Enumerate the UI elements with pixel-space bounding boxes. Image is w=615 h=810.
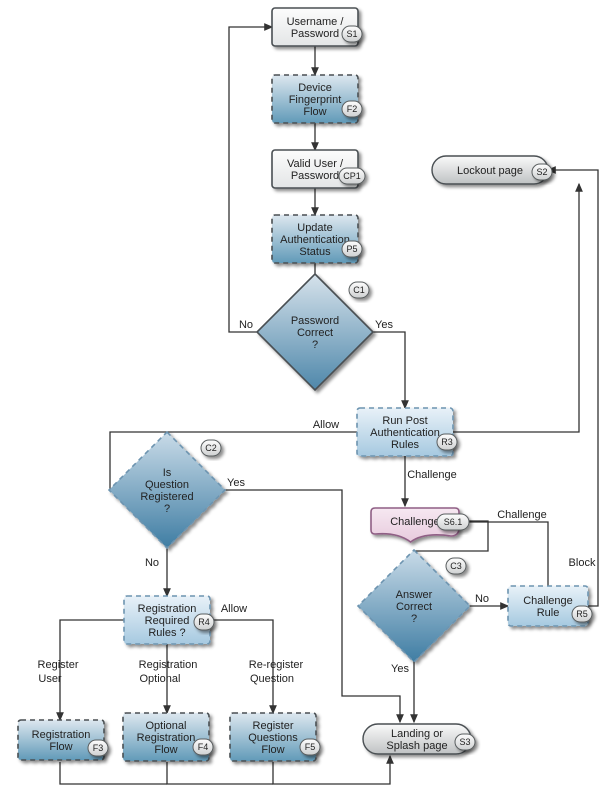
node-f3: RegistrationFlow F3 xyxy=(18,720,108,760)
svg-text:Update: Update xyxy=(297,222,332,234)
svg-text:Correct: Correct xyxy=(396,601,432,613)
node-r3: Run PostAuthenticationRules R3 xyxy=(357,408,457,456)
svg-text:Device: Device xyxy=(298,82,332,94)
edge-label: Question xyxy=(250,673,294,685)
node-c1: PasswordCorrect? C1 xyxy=(257,274,373,390)
edge-label: Re-register xyxy=(249,659,304,671)
svg-text:Flow: Flow xyxy=(154,744,177,756)
edge-label: No xyxy=(145,557,159,569)
svg-text:?: ? xyxy=(164,503,170,515)
svg-text:Is: Is xyxy=(163,467,172,479)
svg-text:Question: Question xyxy=(145,479,189,491)
svg-text:Splash page: Splash page xyxy=(386,740,447,752)
edge-label: Registration xyxy=(139,659,198,671)
svg-text:Rule: Rule xyxy=(537,607,560,619)
svg-text:Answer: Answer xyxy=(396,589,433,601)
edge xyxy=(548,170,598,606)
node-s61: Challenge S6.1 xyxy=(371,508,469,542)
svg-text:?: ? xyxy=(411,613,417,625)
svg-text:Fingerprint: Fingerprint xyxy=(289,94,342,106)
svg-text:Register: Register xyxy=(253,720,294,732)
edge xyxy=(167,762,273,784)
svg-text:Required: Required xyxy=(145,615,190,627)
svg-text:Correct: Correct xyxy=(297,327,333,339)
edge-label: User xyxy=(38,673,62,685)
svg-text:P5: P5 xyxy=(346,244,357,254)
svg-text:Flow: Flow xyxy=(49,741,72,753)
svg-text:Questions: Questions xyxy=(248,732,298,744)
svg-text:Flow: Flow xyxy=(303,106,326,118)
svg-text:Status: Status xyxy=(299,246,331,258)
svg-text:Lockout page: Lockout page xyxy=(457,165,523,177)
svg-text:Flow: Flow xyxy=(261,744,284,756)
nodes-layer: Username /PasswordS1DeviceFingerprintFlo… xyxy=(18,8,592,761)
edge xyxy=(453,184,579,432)
svg-text:Username /: Username / xyxy=(287,16,345,28)
node-f5: RegisterQuestionsFlow F5 xyxy=(230,713,320,761)
svg-text:C2: C2 xyxy=(205,443,217,453)
svg-text:Run Post: Run Post xyxy=(382,415,427,427)
svg-text:Optional: Optional xyxy=(146,720,187,732)
svg-text:Password: Password xyxy=(291,315,339,327)
edge xyxy=(361,332,405,408)
node-p5: UpdateAuthenticationStatus P5 xyxy=(272,215,362,263)
node-f2: DeviceFingerprintFlow F2 xyxy=(272,75,362,123)
edge-label: Yes xyxy=(391,663,409,675)
svg-text:Authentication: Authentication xyxy=(370,427,440,439)
node-r4: RegistrationRequiredRules ? R4 xyxy=(124,596,214,644)
svg-text:Landing or: Landing or xyxy=(391,728,443,740)
svg-text:F3: F3 xyxy=(93,743,104,753)
svg-text:S3: S3 xyxy=(459,737,470,747)
edge-label: Challenge xyxy=(407,469,457,481)
edge-label: Challenge xyxy=(497,509,547,521)
svg-text:R5: R5 xyxy=(576,609,588,619)
node-r5: ChallengeRule R5 xyxy=(508,586,592,626)
svg-text:Registration: Registration xyxy=(137,732,196,744)
edge xyxy=(229,27,272,332)
svg-text:Registration: Registration xyxy=(32,729,91,741)
svg-text:Challenge: Challenge xyxy=(390,516,440,528)
svg-text:Rules ?: Rules ? xyxy=(148,627,185,639)
svg-text:F5: F5 xyxy=(305,742,316,752)
svg-text:S1: S1 xyxy=(346,29,357,39)
svg-text:C3: C3 xyxy=(450,561,462,571)
edge xyxy=(60,762,167,784)
svg-text:Rules: Rules xyxy=(391,439,420,451)
svg-text:Challenge: Challenge xyxy=(523,595,573,607)
node-s3: Landing orSplash page S3 xyxy=(363,724,475,754)
node-s2: Lockout page S2 xyxy=(432,156,552,184)
svg-text:S6.1: S6.1 xyxy=(444,517,463,527)
node-s1: Username /Password S1 xyxy=(272,8,362,46)
svg-text:R4: R4 xyxy=(198,617,210,627)
svg-text:Password: Password xyxy=(291,28,339,40)
edges-layer: No Yes Allow Challenge No Challenge Block Yes Ye… xyxy=(38,27,598,784)
node-c3: AnswerCorrect? C3 xyxy=(358,550,470,662)
svg-text:S2: S2 xyxy=(536,167,547,177)
edge-label: Yes xyxy=(227,477,245,489)
edge-label: Block xyxy=(569,557,596,569)
svg-text:CP1: CP1 xyxy=(343,171,361,181)
edge-label: Yes xyxy=(375,319,393,331)
svg-text:F4: F4 xyxy=(198,742,209,752)
svg-text:Valid User /: Valid User / xyxy=(287,158,344,170)
node-f4: OptionalRegistrationFlow F4 xyxy=(123,713,213,761)
edge-label: No xyxy=(475,593,489,605)
svg-text:?: ? xyxy=(312,339,318,351)
edge xyxy=(459,522,548,586)
svg-text:Authentication: Authentication xyxy=(280,234,350,246)
edge-label: Register xyxy=(38,659,79,671)
svg-text:F2: F2 xyxy=(347,104,358,114)
edge-label: Allow xyxy=(313,419,339,431)
edge-label: Optional xyxy=(140,673,181,685)
svg-text:Registered: Registered xyxy=(140,491,193,503)
edge-label: No xyxy=(239,319,253,331)
node-cp1: Valid User /Password CP1 xyxy=(272,150,365,188)
svg-text:C1: C1 xyxy=(353,285,365,295)
svg-text:R3: R3 xyxy=(441,437,453,447)
node-c2: IsQuestionRegistered? C2 xyxy=(109,432,225,548)
edge-label: Allow xyxy=(221,603,247,615)
svg-text:Registration: Registration xyxy=(138,603,197,615)
svg-text:Password: Password xyxy=(291,170,339,182)
